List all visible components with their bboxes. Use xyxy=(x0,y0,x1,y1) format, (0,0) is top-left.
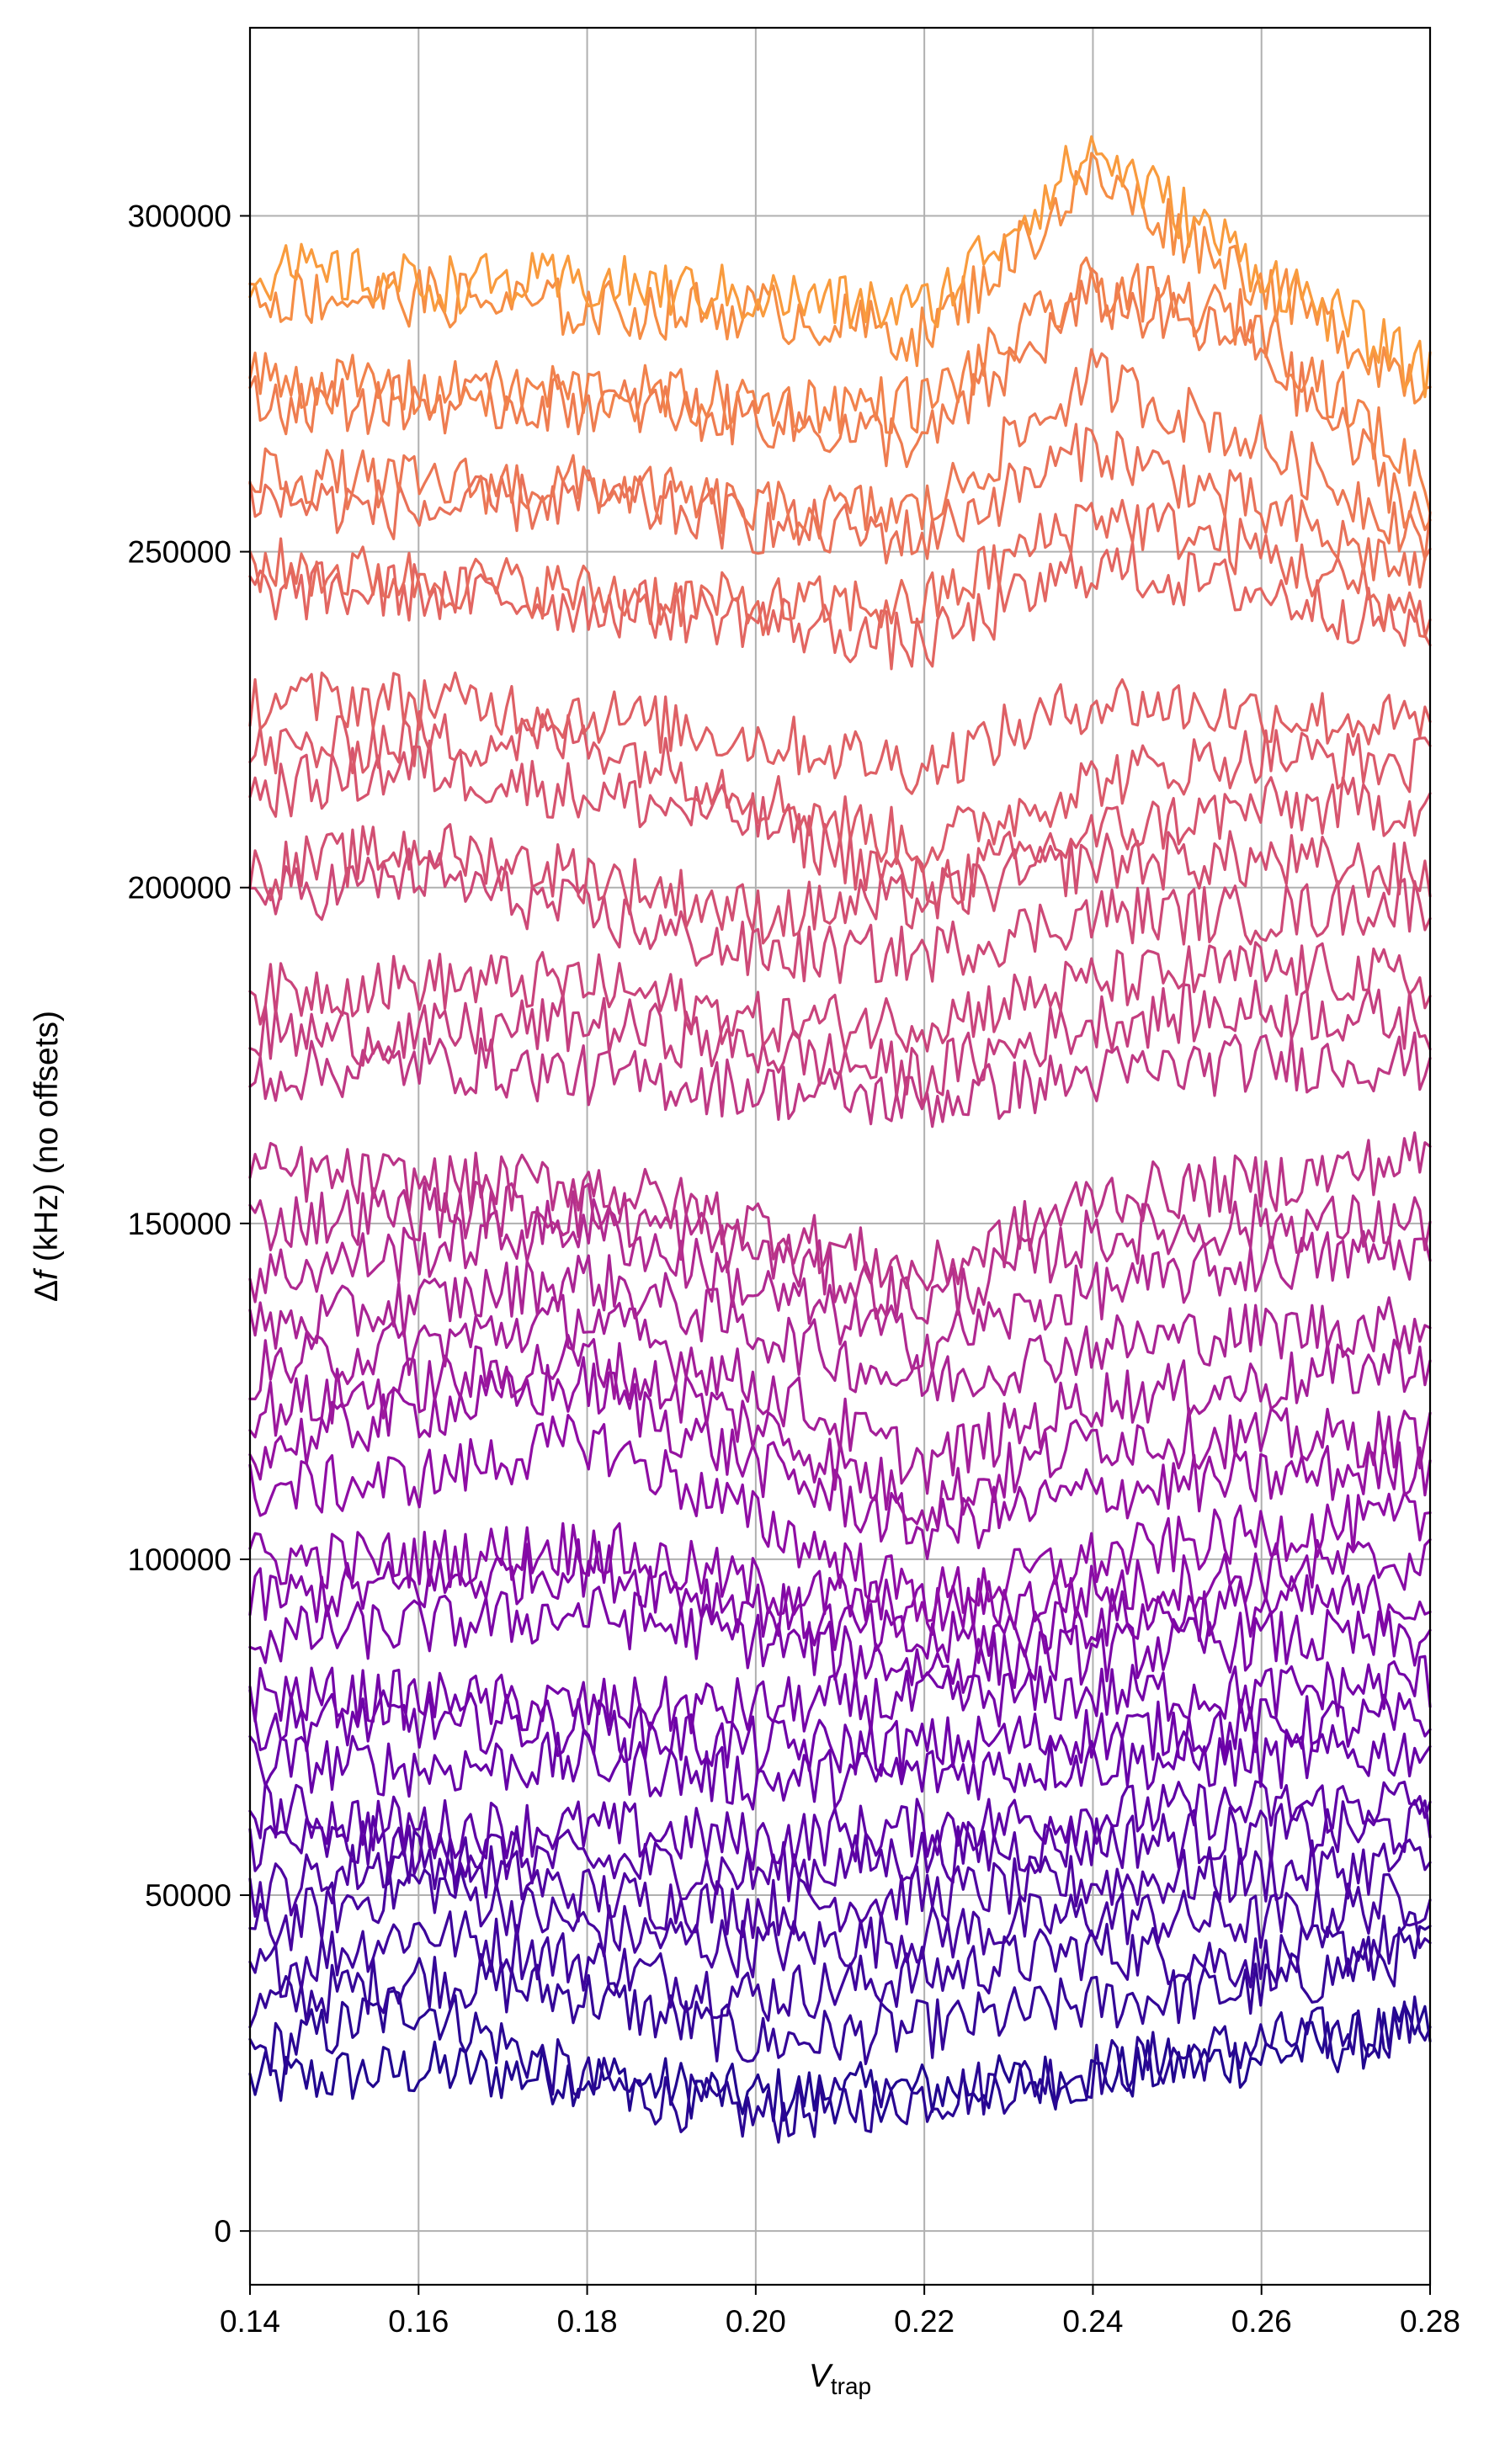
x-tick-label: 0.20 xyxy=(726,2304,786,2339)
series-line-5 xyxy=(248,1861,1432,1978)
series-line-22 xyxy=(248,1131,1432,1292)
y-axis-label-rest: (kHz) (no offsets) xyxy=(29,1011,65,1271)
x-tick-label: 0.14 xyxy=(220,2304,280,2339)
series-line-19 xyxy=(248,1254,1432,1403)
grid xyxy=(249,28,1431,2285)
x-tick-label: 0.16 xyxy=(388,2304,449,2339)
y-tick-label: 250000 xyxy=(128,535,231,570)
series-line-7 xyxy=(248,1798,1432,1903)
series-line-11 xyxy=(248,1654,1432,1734)
series-line-29 xyxy=(248,709,1432,874)
x-tick-label: 0.26 xyxy=(1231,2304,1292,2339)
series-line-36 xyxy=(248,256,1432,515)
series-line-23 xyxy=(248,1031,1432,1128)
series-line-37 xyxy=(248,151,1432,405)
x-axis-label-subscript: trap xyxy=(831,2373,871,2399)
series-line-8 xyxy=(248,1780,1432,1871)
y-tick-label: 50000 xyxy=(145,1878,231,1913)
y-tick-label: 300000 xyxy=(128,199,231,234)
series-line-2 xyxy=(248,1989,1432,2144)
series-line-38 xyxy=(248,135,1432,399)
series-line-12 xyxy=(248,1585,1432,1694)
y-tick-label: 0 xyxy=(214,2214,231,2249)
series-line-9 xyxy=(248,1723,1432,1811)
x-tick-label: 0.22 xyxy=(894,2304,955,2339)
x-axis-label: Vtrap xyxy=(809,2358,871,2399)
series-line-16 xyxy=(248,1356,1432,1561)
series-line-34 xyxy=(248,348,1432,561)
series-line-20 xyxy=(248,1197,1432,1373)
series-line-31 xyxy=(248,541,1432,671)
x-axis-label-main: V xyxy=(809,2358,834,2394)
series-line-18 xyxy=(248,1293,1432,1495)
series-line-6 xyxy=(248,1829,1432,1940)
plot-frame xyxy=(248,26,1432,2286)
y-tick-label: 200000 xyxy=(128,871,231,905)
y-tick-label: 100000 xyxy=(128,1543,231,1577)
series-line-27 xyxy=(248,823,1432,945)
series-line-15 xyxy=(248,1413,1432,1622)
series-lines xyxy=(248,135,1432,2144)
series-line-13 xyxy=(248,1537,1432,1665)
series-line-10 xyxy=(248,1689,1432,1778)
x-tick-label: 0.18 xyxy=(557,2304,618,2339)
series-line-14 xyxy=(248,1521,1432,1638)
series-line-1 xyxy=(248,2002,1432,2125)
y-tick-label: 150000 xyxy=(128,1207,231,1241)
series-line-4 xyxy=(248,1910,1432,2022)
ticks: 0.14 0.16 0.18 0.20 0.22 0.24 0.26 0.28 0 50000 10… xyxy=(128,199,1460,2339)
series-line-3 xyxy=(248,1925,1432,2066)
y-axis-label: Δf (kHz) (no offsets) xyxy=(29,1011,65,1302)
series-line-26 xyxy=(248,847,1432,985)
x-tick-label: 0.28 xyxy=(1400,2304,1460,2339)
series-line-25 xyxy=(248,941,1432,1054)
series-line-30 xyxy=(248,671,1432,795)
series-line-33 xyxy=(248,422,1432,589)
x-tick-label: 0.24 xyxy=(1062,2304,1123,2339)
series-line-32 xyxy=(248,498,1432,639)
y-axis-label-prefix: Δ xyxy=(29,1280,65,1302)
series-line-24 xyxy=(248,980,1432,1107)
